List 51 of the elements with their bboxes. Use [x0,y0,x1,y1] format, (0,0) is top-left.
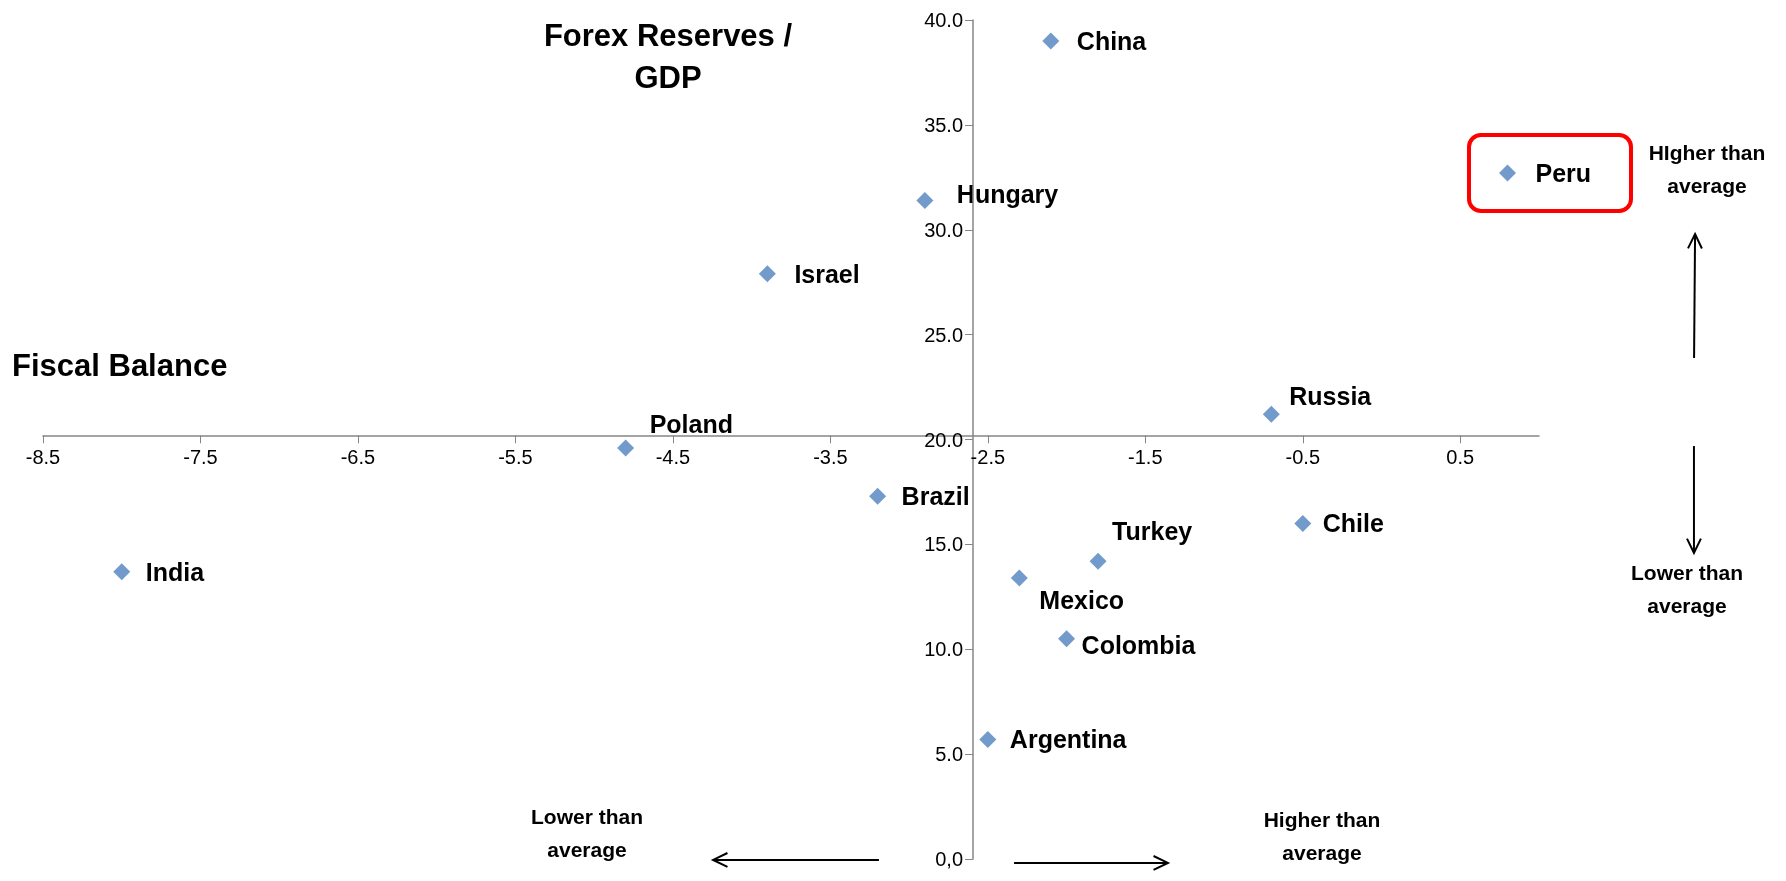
annotation: Brazil [901,482,970,511]
point [1499,164,1517,182]
annotation: Lower than average [530,805,644,861]
y-tick-label: 20.0 [924,428,964,451]
annotation: Turkey [1112,517,1193,546]
point [1010,569,1028,587]
point [758,265,776,283]
y-tick-label: 30.0 [924,218,964,241]
point [1089,552,1107,570]
x-tick-label: -4.5 [655,446,691,469]
x-tick-label: -6.5 [340,446,376,469]
annotation: Higher than average [1263,808,1381,864]
x-tick-label: 0.5 [1446,446,1475,469]
y-tick-label: 0,0 [935,848,964,870]
x-tick-label: -5.5 [498,446,533,469]
y-tick-label: 25.0 [924,323,964,346]
text: Lower than average [1630,561,1744,617]
point [1042,32,1060,50]
point [113,563,131,581]
y-tick-label: 10.0 [924,638,964,661]
y-tick-label: 40.0 [924,9,964,31]
point [617,439,635,457]
point [1262,405,1280,423]
text: HIgher than average [1648,141,1766,197]
annotation: Argentina [1009,725,1128,754]
y-tick-label: 35.0 [924,113,964,136]
annotation: India [145,557,206,586]
y-tick-label: 5.0 [935,743,964,766]
annotation: Hungary [956,180,1059,209]
annotation: Chile [1322,509,1385,538]
point [1058,630,1076,648]
annotation: Russia [1289,382,1373,411]
x-axis-title: Fiscal Balance [12,348,228,383]
point [916,191,934,209]
point [979,730,997,748]
annotation: Peru [1535,159,1592,188]
annotation: China [1076,26,1148,55]
x-tick-label: -3.5 [813,446,848,469]
annotation: Mexico [1039,585,1125,614]
annotation: Poland [649,409,733,438]
annotation: Colombia [1081,630,1197,659]
x-tick-label: -1.5 [1128,446,1163,469]
x-tick-label: -0.5 [1285,446,1321,469]
y-tick-label: 15.0 [924,533,964,556]
x-tick-label: -8.5 [25,446,61,469]
y-axis-title: Forex Reserves / GDP [543,17,793,95]
x-tick-label: -2.5 [970,446,1006,469]
point [1294,514,1312,532]
point [869,487,887,505]
x-tick-label: -7.5 [183,446,218,469]
annotation: Israel [794,259,860,288]
